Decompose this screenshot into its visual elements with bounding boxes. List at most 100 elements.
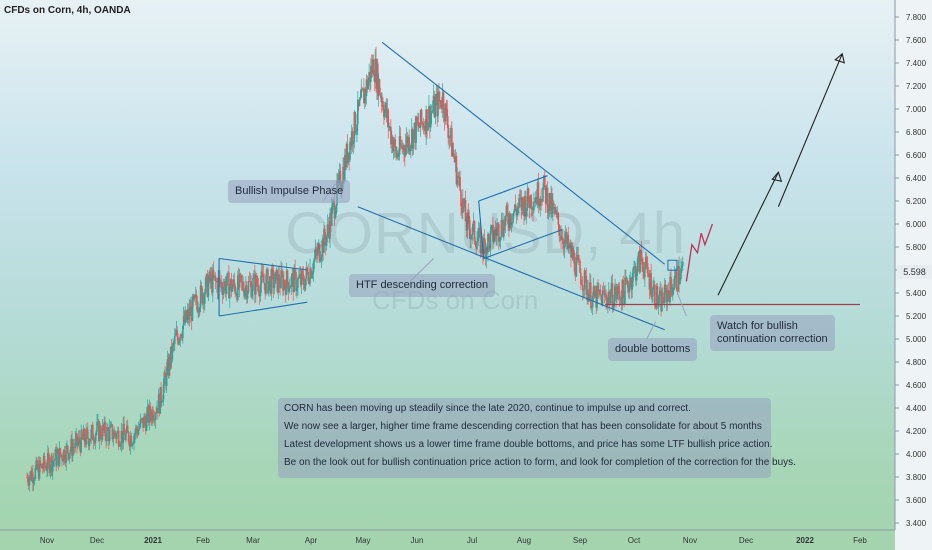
candle-body bbox=[127, 431, 130, 443]
candle-body bbox=[212, 270, 214, 293]
candle-body bbox=[187, 309, 190, 320]
candle-body bbox=[201, 287, 203, 304]
annotation-watch[interactable]: Watch for bullish continuation correctio… bbox=[710, 315, 835, 351]
annotation-double-bottoms[interactable]: double bottoms bbox=[608, 338, 698, 361]
candle-body bbox=[32, 472, 34, 484]
candle-body bbox=[234, 285, 236, 294]
info-box[interactable]: CORN has been moving up steadily since t… bbox=[278, 398, 796, 478]
candle-body bbox=[289, 286, 292, 289]
candle-body bbox=[173, 343, 175, 345]
candle-body bbox=[173, 335, 176, 344]
candle-body bbox=[257, 285, 260, 294]
candle-body bbox=[673, 276, 676, 288]
candle-body bbox=[41, 464, 43, 469]
candle-body bbox=[432, 95, 435, 110]
candle-body bbox=[457, 175, 460, 178]
candle-body bbox=[216, 280, 219, 293]
candle-body bbox=[532, 208, 534, 211]
candle-body bbox=[651, 296, 653, 298]
candle-body bbox=[453, 155, 456, 163]
y-tick-label: 3.400 bbox=[906, 519, 927, 528]
candle-body bbox=[144, 416, 146, 421]
candle-body bbox=[177, 336, 179, 344]
y-tick-label: 7.400 bbox=[906, 59, 927, 68]
candle-body bbox=[461, 206, 463, 214]
candle-body bbox=[350, 131, 353, 147]
candle-body bbox=[428, 106, 430, 124]
candle-body bbox=[450, 127, 452, 138]
candle-body bbox=[439, 100, 441, 102]
candle-body bbox=[492, 224, 494, 242]
candle-body bbox=[420, 109, 423, 123]
candle-body bbox=[347, 152, 350, 164]
candle-body bbox=[256, 284, 259, 286]
candle-body bbox=[115, 434, 117, 439]
bullish-arrow-line-1 bbox=[717, 172, 779, 296]
candle-body bbox=[209, 271, 211, 282]
candle-body bbox=[590, 282, 592, 308]
candle-body bbox=[449, 136, 451, 138]
candle-body bbox=[655, 285, 658, 309]
candle-body bbox=[350, 141, 352, 147]
candle-body bbox=[174, 334, 177, 336]
candle-body bbox=[69, 449, 72, 454]
candle-body bbox=[669, 276, 671, 302]
candle-body bbox=[157, 407, 159, 414]
candle-body bbox=[469, 228, 471, 240]
candle-body bbox=[353, 111, 356, 142]
candle-body bbox=[360, 88, 363, 98]
candle-body bbox=[546, 187, 549, 213]
y-tick-label: 3.600 bbox=[906, 496, 927, 505]
candle-body bbox=[181, 337, 183, 338]
candle-body bbox=[101, 425, 104, 440]
candle-body bbox=[338, 171, 341, 175]
flag-upper-line bbox=[478, 175, 548, 202]
candle-body bbox=[441, 92, 444, 109]
x-tick-label: Oct bbox=[628, 536, 641, 545]
candle-body bbox=[645, 257, 648, 264]
candle-body bbox=[524, 196, 526, 217]
candle-body bbox=[523, 203, 525, 217]
candle-body bbox=[242, 281, 244, 291]
candle-body bbox=[271, 268, 274, 271]
candle-body bbox=[36, 460, 38, 470]
candle-body bbox=[560, 235, 562, 240]
candle-body bbox=[322, 239, 324, 253]
candle-body bbox=[498, 224, 500, 242]
candle-body bbox=[120, 431, 123, 445]
candle-body bbox=[99, 426, 102, 437]
candle-body bbox=[258, 293, 261, 297]
candle-body bbox=[324, 239, 327, 246]
candle-body bbox=[502, 232, 504, 237]
candle-body bbox=[29, 471, 32, 478]
candle-body bbox=[545, 187, 548, 204]
candle-body bbox=[518, 198, 520, 208]
candle-body bbox=[575, 256, 578, 277]
candle-body bbox=[342, 166, 344, 185]
candle-body bbox=[324, 228, 326, 240]
candle-body bbox=[335, 205, 337, 215]
candle-body bbox=[331, 202, 334, 207]
annotation-htf[interactable]: HTF descending correction bbox=[349, 274, 496, 297]
candle-body bbox=[571, 248, 573, 258]
candle-body bbox=[228, 286, 231, 299]
candle-body bbox=[357, 99, 359, 125]
candle-body bbox=[27, 482, 30, 486]
candle-body bbox=[362, 88, 364, 91]
candle-body bbox=[192, 296, 195, 301]
candle-body bbox=[135, 427, 137, 434]
candle-body bbox=[498, 240, 501, 242]
candle-body bbox=[508, 223, 510, 228]
candle-body bbox=[269, 276, 272, 294]
candle-body bbox=[295, 272, 297, 292]
candle-body bbox=[407, 136, 410, 148]
candle-body bbox=[92, 425, 94, 441]
candle-body bbox=[442, 92, 445, 114]
candle-body bbox=[648, 276, 651, 290]
candle-body bbox=[118, 446, 121, 447]
candle-body bbox=[281, 270, 283, 276]
candle-body bbox=[411, 129, 414, 149]
candle-body bbox=[604, 293, 606, 296]
candle-body bbox=[654, 303, 657, 309]
annotation-impulse[interactable]: Bullish Impulse Phase bbox=[228, 180, 351, 203]
